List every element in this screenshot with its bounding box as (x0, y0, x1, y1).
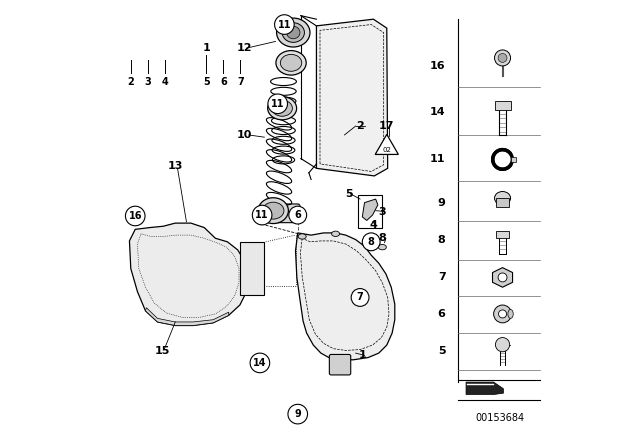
FancyBboxPatch shape (511, 157, 516, 162)
Polygon shape (466, 382, 504, 395)
Text: 16: 16 (430, 61, 445, 71)
Ellipse shape (262, 202, 284, 219)
Ellipse shape (272, 100, 292, 116)
Text: 9: 9 (294, 409, 301, 419)
Ellipse shape (258, 198, 289, 224)
Text: 14: 14 (430, 107, 445, 117)
Circle shape (351, 289, 369, 306)
Text: 6: 6 (220, 77, 227, 86)
Text: 4: 4 (161, 77, 168, 86)
Text: 3: 3 (378, 207, 386, 216)
Ellipse shape (508, 310, 513, 319)
Text: 17: 17 (379, 121, 394, 131)
Circle shape (250, 353, 269, 373)
Text: 7: 7 (438, 272, 445, 282)
Text: 12: 12 (237, 43, 252, 53)
Text: 3: 3 (145, 77, 151, 86)
Ellipse shape (282, 23, 305, 43)
Circle shape (288, 404, 308, 424)
FancyBboxPatch shape (496, 198, 509, 207)
FancyBboxPatch shape (495, 101, 511, 110)
Text: 5: 5 (203, 77, 210, 86)
Ellipse shape (495, 191, 511, 205)
Circle shape (495, 337, 509, 352)
Text: 2: 2 (356, 121, 364, 131)
Ellipse shape (268, 97, 296, 120)
Circle shape (125, 206, 145, 226)
Text: 11: 11 (271, 99, 284, 109)
Text: 8: 8 (378, 233, 386, 243)
Text: 10: 10 (237, 130, 252, 140)
Polygon shape (316, 19, 388, 176)
Ellipse shape (276, 51, 306, 75)
Ellipse shape (287, 26, 300, 39)
Text: 15: 15 (154, 346, 170, 356)
Text: 8: 8 (368, 237, 374, 247)
FancyBboxPatch shape (330, 354, 351, 375)
Ellipse shape (298, 234, 306, 239)
Circle shape (493, 305, 511, 323)
Circle shape (498, 53, 507, 62)
Ellipse shape (332, 231, 340, 237)
Text: 16: 16 (129, 211, 142, 221)
Text: 9: 9 (438, 198, 445, 207)
Polygon shape (296, 233, 395, 360)
Text: 11: 11 (278, 20, 291, 30)
FancyBboxPatch shape (240, 242, 264, 295)
Circle shape (499, 310, 506, 318)
Text: 11: 11 (430, 155, 445, 164)
FancyBboxPatch shape (496, 231, 509, 238)
Text: 6: 6 (294, 210, 301, 220)
Circle shape (362, 233, 380, 251)
Text: 4: 4 (369, 220, 378, 230)
Ellipse shape (280, 54, 301, 71)
Text: 2: 2 (127, 77, 134, 86)
Circle shape (252, 205, 272, 225)
Text: 8: 8 (438, 236, 445, 246)
Circle shape (268, 94, 287, 114)
FancyBboxPatch shape (271, 204, 300, 223)
Text: 6: 6 (438, 309, 445, 319)
Text: 1: 1 (358, 350, 366, 360)
Text: 7: 7 (356, 293, 364, 302)
Polygon shape (129, 223, 248, 326)
Ellipse shape (378, 245, 387, 250)
Polygon shape (375, 134, 398, 155)
Ellipse shape (276, 18, 310, 47)
Text: 11: 11 (255, 210, 269, 220)
Circle shape (289, 206, 307, 224)
Circle shape (495, 50, 511, 66)
Polygon shape (145, 308, 228, 326)
Text: 1: 1 (203, 43, 211, 53)
Polygon shape (493, 267, 513, 287)
Text: 7: 7 (237, 77, 244, 86)
Circle shape (275, 15, 294, 34)
Circle shape (498, 273, 507, 282)
Text: 5: 5 (345, 189, 353, 199)
Text: 5: 5 (438, 346, 445, 356)
Text: 13: 13 (168, 161, 183, 171)
Polygon shape (362, 199, 378, 220)
Text: 00153684: 00153684 (476, 413, 525, 422)
Text: 14: 14 (253, 358, 267, 368)
Text: 02: 02 (382, 146, 391, 153)
